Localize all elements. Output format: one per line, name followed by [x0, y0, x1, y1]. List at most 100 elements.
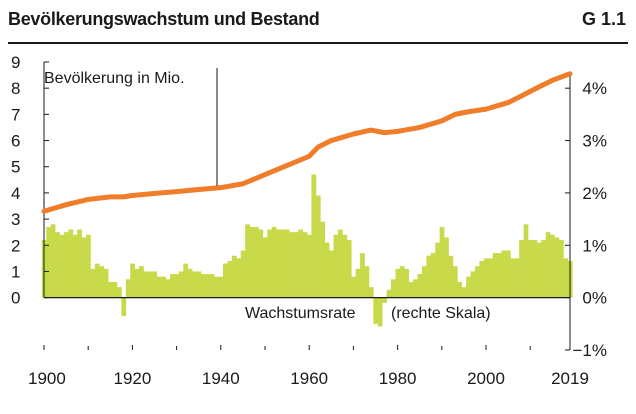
y-left-tick-label: 0	[11, 289, 20, 308]
growth-bar	[417, 274, 423, 298]
y-left-tick-label: 3	[11, 210, 20, 229]
growth-bar	[550, 234, 555, 298]
growth-bar	[435, 242, 440, 298]
growth-bar	[50, 224, 56, 298]
growth-bar	[558, 240, 564, 298]
growth-bar	[99, 266, 105, 298]
growth-bar	[377, 297, 383, 327]
y-right-tick-label: −1%	[573, 341, 608, 360]
growth-bar	[497, 253, 502, 298]
growth-bar	[196, 271, 202, 298]
growth-bar	[276, 229, 281, 298]
growth-bar	[373, 297, 379, 324]
growth-bar	[492, 253, 498, 298]
growth-bar	[430, 253, 436, 298]
growth-bar	[178, 271, 184, 298]
growth-bar	[360, 253, 365, 298]
y-left-tick-label: 7	[11, 105, 20, 124]
growth-bar	[351, 276, 356, 298]
growth-bar	[77, 229, 82, 298]
growth-bar	[200, 274, 206, 298]
growth-bar	[329, 250, 334, 298]
growth-bar	[457, 281, 463, 298]
y-right-tick-label: 1%	[582, 236, 607, 255]
growth-bar	[426, 255, 432, 298]
growth-bar	[249, 226, 255, 298]
growth-bar	[528, 240, 533, 298]
x-tick-label: 1960	[290, 369, 328, 388]
y-left-tick-label: 5	[11, 158, 20, 177]
growth-bar	[205, 274, 211, 298]
growth-bar	[227, 260, 233, 298]
growth-bar	[307, 234, 312, 298]
growth-bar	[519, 240, 524, 298]
growth-bar	[258, 229, 264, 298]
growth-bar	[399, 266, 405, 298]
growth-bar	[231, 255, 237, 298]
tick-labels: 0 1 2 3 4 5 6 7 8 9 −1% 0% 1% 2% 3% 4% 1900 1920 1940 1960 1…	[11, 53, 607, 388]
x-tick-label: 1980	[379, 369, 417, 388]
growth-bar	[174, 274, 180, 298]
growth-bar	[346, 240, 352, 298]
y-left-tick-label: 9	[11, 53, 20, 72]
growth-bar	[293, 232, 299, 298]
growth-bar	[108, 281, 113, 298]
growth-bar	[364, 266, 370, 298]
growth-bar	[523, 224, 529, 298]
growth-bar	[170, 274, 175, 298]
growth-bar	[63, 232, 69, 298]
growth-bar	[483, 258, 489, 298]
y-left-tick-label: 6	[11, 132, 20, 151]
growth-bar	[156, 276, 162, 298]
growth-bar	[267, 229, 273, 298]
population-line	[41, 71, 573, 214]
growth-bar	[311, 174, 317, 298]
growth-bar	[218, 276, 224, 298]
annotations: Bevölkerung in Mio. Wachstumsrate (recht…	[44, 68, 491, 322]
growth-bar	[284, 229, 290, 298]
growth-bar	[134, 268, 140, 298]
growth-bar	[280, 229, 286, 298]
growth-bar	[183, 263, 189, 298]
growth-bar	[271, 226, 277, 298]
growth-bar	[116, 287, 122, 298]
growth-bar	[152, 271, 158, 298]
y-left-tick-label: 2	[11, 236, 20, 255]
y-right-tick-label: 4%	[582, 79, 607, 98]
growth-note: (rechte Skala)	[391, 305, 491, 322]
x-tick-label: 1900	[28, 369, 66, 388]
growth-label: Wachstumsrate	[245, 305, 356, 322]
growth-bar	[187, 268, 193, 298]
growth-bar	[302, 232, 308, 298]
growth-bar	[262, 237, 268, 298]
growth-bar	[298, 229, 303, 298]
growth-bar	[90, 268, 96, 298]
growth-bar	[130, 263, 135, 298]
growth-bar	[536, 242, 542, 298]
growth-bar	[391, 279, 396, 298]
growth-bar	[121, 297, 127, 316]
population-label: Bevölkerung in Mio.	[44, 70, 185, 87]
title-rule	[8, 42, 628, 44]
growth-bar	[342, 234, 348, 298]
growth-bar	[337, 229, 343, 298]
x-tick-label: 1940	[202, 369, 240, 388]
growth-bar	[386, 289, 392, 298]
growth-bar	[545, 232, 551, 298]
growth-bar	[514, 258, 520, 298]
population-line-group	[41, 71, 573, 214]
growth-bar	[125, 279, 131, 298]
growth-bar	[165, 279, 171, 298]
growth-bar	[413, 279, 418, 298]
x-tick-label: 2000	[467, 369, 505, 388]
growth-bar	[315, 195, 321, 298]
growth-bar	[46, 226, 52, 298]
growth-bar	[404, 268, 410, 298]
growth-bar	[55, 232, 60, 298]
x-tick-label: 2019	[551, 369, 589, 388]
growth-bar	[439, 226, 445, 298]
growth-bar	[461, 287, 467, 298]
growth-bar	[214, 276, 219, 298]
growth-bar	[479, 260, 485, 298]
